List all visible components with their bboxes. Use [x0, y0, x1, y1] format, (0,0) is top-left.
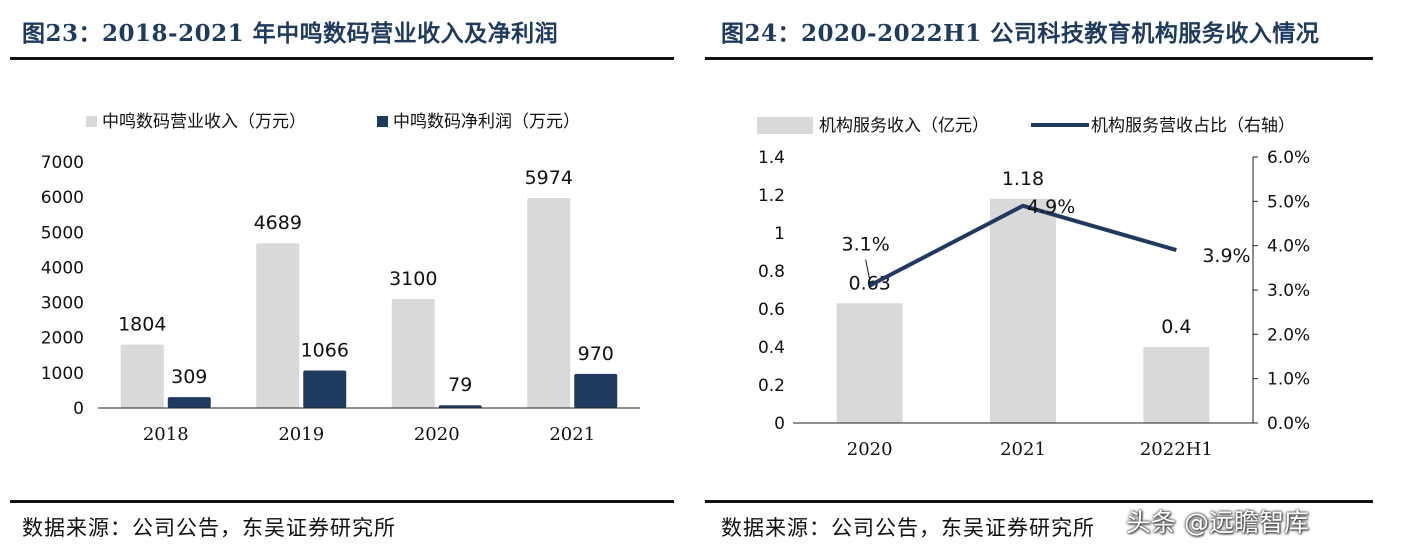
y2-tick-label: 0.0%	[1267, 414, 1310, 434]
chart-panel-revenue-profit: 图23：2018-2021 年中鸣数码营业收入及净利润 中鸣数码营业收入（万元）…	[0, 0, 680, 560]
x-tick-label: 2022H1	[1140, 439, 1213, 460]
y-tick-label: 1.2	[758, 186, 785, 206]
y2-tick-label: 2.0%	[1267, 325, 1310, 345]
chart-title: 图24：2020-2022H1 公司科技教育机构服务收入情况	[721, 20, 1320, 47]
y-tick-label: 1	[774, 224, 785, 244]
y2-tick-label: 4.0%	[1267, 237, 1310, 257]
legend-label: 机构服务收入（亿元）	[819, 116, 989, 136]
y2-tick-label: 6.0%	[1267, 148, 1310, 168]
y-tick-label: 4000	[41, 258, 84, 278]
y-tick-label: 7000	[41, 153, 84, 173]
x-tick-label: 2019	[278, 424, 324, 445]
legend-swatch	[86, 116, 97, 127]
bar	[574, 373, 618, 408]
chart-title: 图23：2018-2021 年中鸣数码营业收入及净利润	[22, 20, 559, 47]
y-tick-label: 0	[774, 414, 785, 434]
bar	[303, 370, 347, 408]
y2-tick-label: 1.0%	[1267, 370, 1310, 390]
data-label: 1804	[118, 314, 166, 336]
y-tick-label: 1.4	[758, 148, 785, 168]
data-label: 970	[578, 343, 614, 365]
data-label: 309	[171, 366, 207, 388]
y-tick-label: 3000	[41, 294, 84, 314]
combo-chart-service-revenue: 机构服务收入（亿元） 机构服务营收占比（右轴） 0 0.2 0.4 0.6 0.8 1 1.2 1…	[757, 116, 1310, 460]
data-label: 4689	[254, 212, 302, 234]
bar-data-label: 0.4	[1161, 316, 1191, 338]
line-data-label: 3.1%	[842, 234, 890, 256]
x-tick-label: 2020	[847, 439, 893, 460]
bar	[527, 198, 571, 408]
legend-label: 机构服务营收占比（右轴）	[1091, 116, 1295, 136]
bar-data-label: 0.63	[849, 272, 891, 294]
source-note: 数据来源：公司公告，东吴证券研究所	[22, 516, 396, 540]
y-tick-label: 1000	[41, 364, 84, 384]
y-tick-label: 0.8	[758, 262, 785, 282]
x-tick-label: 2021	[1000, 439, 1046, 460]
leader-line	[865, 259, 871, 280]
watermark: 头条 @远瞻智库	[1126, 508, 1309, 537]
footer-rule	[10, 500, 674, 503]
legend-label: 中鸣数码营业收入（万元）	[102, 112, 306, 132]
chart-panel-service-revenue: 图24：2020-2022H1 公司科技教育机构服务收入情况 机构服务收入（亿元…	[705, 0, 1406, 560]
y-tick-label: 0.4	[758, 338, 785, 358]
bar	[836, 303, 903, 423]
data-label: 5974	[525, 167, 573, 189]
x-tick-label: 2020	[414, 424, 460, 445]
line-data-label: 4.9%	[1027, 196, 1075, 218]
title-underline	[10, 57, 674, 60]
line-data-label: 3.9%	[1202, 245, 1250, 267]
bar	[391, 299, 435, 408]
bar	[256, 243, 300, 408]
y-tick-label: 0.2	[758, 376, 785, 396]
bar	[438, 405, 482, 408]
data-label: 79	[448, 374, 472, 396]
share-line	[868, 203, 1177, 288]
bar	[167, 397, 211, 408]
y-tick-label: 6000	[41, 188, 84, 208]
bar	[990, 198, 1056, 423]
bar-data-label: 1.18	[1002, 168, 1044, 190]
y-tick-label: 5000	[41, 223, 84, 243]
legend-swatch	[377, 116, 388, 127]
x-tick-label: 2018	[143, 424, 189, 445]
y-tick-label: 0.6	[758, 300, 785, 320]
data-label: 1066	[301, 340, 349, 362]
x-tick-label: 2021	[549, 424, 595, 445]
y2-tick-label: 5.0%	[1267, 192, 1310, 212]
source-note: 数据来源：公司公告，东吴证券研究所	[721, 516, 1095, 540]
data-label: 3100	[389, 268, 437, 290]
bar	[120, 344, 164, 408]
footer-rule	[705, 500, 1373, 503]
y-tick-label: 2000	[41, 329, 84, 349]
legend-swatch	[757, 117, 813, 134]
title-underline	[705, 57, 1373, 60]
bar-chart-revenue-profit: 中鸣数码营业收入（万元） 中鸣数码净利润（万元） 0 1000 2000 3000 4000…	[41, 112, 640, 445]
y-tick-label: 0	[73, 399, 84, 419]
legend-label: 中鸣数码净利润（万元）	[393, 112, 580, 132]
y2-tick-label: 3.0%	[1267, 281, 1310, 301]
bar	[1143, 347, 1210, 423]
